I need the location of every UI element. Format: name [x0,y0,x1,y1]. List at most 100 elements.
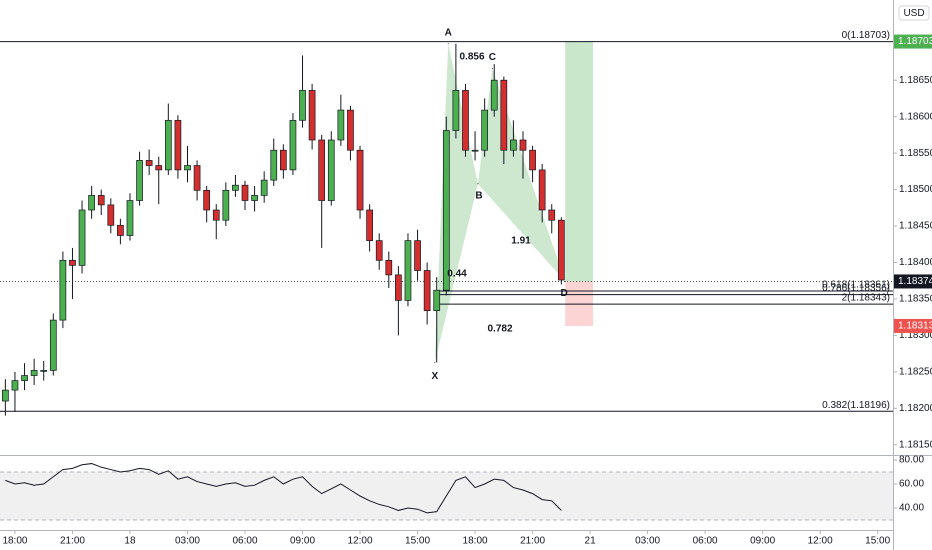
pattern-label: A [445,27,452,38]
rsi-tick-label: 40.00 [899,503,924,514]
candle-body [289,119,297,171]
candle-body [49,319,57,371]
candle-body [30,370,38,376]
target-zone [565,41,593,282]
price-badge-label: 1.18374 [898,276,932,287]
pattern-ratio: 0.44 [447,269,467,280]
pattern-label: C [489,52,496,63]
candle-body [471,149,479,152]
candle-body [529,149,536,171]
candle-body [452,90,460,131]
candle-body [126,200,134,236]
candle-body [2,389,9,402]
pattern-point [491,68,493,70]
candle-body [510,139,517,151]
harmonic-leg [477,68,566,282]
candle-body [404,240,412,301]
candle-body [251,195,258,201]
candle-body [299,90,306,121]
candle-body [69,259,76,266]
candle-body [481,109,489,151]
candle-body [423,270,431,311]
y-tick-label: 1.18250 [899,367,932,378]
y-tick-label: 1.18150 [899,439,932,450]
rsi-tick-label: 60.00 [899,479,924,490]
x-tick-label: 03:00 [175,536,200,547]
x-tick-label: 06:00 [232,536,257,547]
candle-body [40,370,48,372]
fib-label: 0.618(1.18361) [822,280,890,291]
candle-body [395,274,402,301]
candle-body [442,130,450,291]
candle-body [519,139,527,151]
candle-body [327,139,335,201]
candle-body [260,179,268,196]
x-tick-label: 18:00 [463,536,488,547]
y-tick-label: 1.18600 [899,111,932,122]
x-tick-label: 18:00 [2,536,27,547]
candle-body [11,380,19,391]
x-tick-label: 21 [585,536,597,547]
candle-body [490,79,498,111]
currency-badge[interactable] [898,5,930,21]
candle-body [347,109,354,151]
pattern-label: D [561,288,568,299]
candle-body [375,240,383,261]
x-tick-label: 15:00 [865,536,890,547]
candle-body [232,184,239,191]
y-tick-label: 1.18200 [899,403,932,414]
candle-body [222,189,230,221]
candle-body [117,224,124,236]
fib-label: 0(1.18703) [842,30,890,41]
candle-body [500,79,508,151]
candle-body [337,109,345,141]
pattern-point [434,361,436,363]
y-tick-label: 1.18350 [899,294,932,305]
x-tick-label: 21:00 [520,536,545,547]
candle-body [164,119,172,171]
x-tick-label: 09:00 [290,536,315,547]
fib-label: 0.382(1.18196) [822,400,890,411]
candle-body [385,259,393,276]
pattern-label: X [431,371,438,382]
x-tick-label: 12:00 [808,536,833,547]
candle-body [241,184,249,201]
pattern-ratio: 0.856 [459,52,484,63]
x-tick-label: 06:00 [693,536,718,547]
pattern-point [564,280,566,282]
candle-body [155,165,163,171]
candle-body [280,149,287,171]
candle-body [356,149,364,211]
candle-body [538,169,546,211]
x-tick-label: 18 [124,536,136,547]
price-badge [894,318,932,333]
candle-body [88,195,95,211]
pattern-point [447,43,449,45]
candle-body [59,259,67,321]
candle-body [203,189,211,211]
candle-body [433,289,441,311]
candle-body [145,160,153,166]
candle-body [184,165,191,171]
candle-body [414,240,421,271]
candle-body [308,90,316,141]
candle-body [78,209,86,266]
x-tick-label: 09:00 [750,536,775,547]
candle-body [462,90,469,151]
y-tick-label: 1.18300 [899,330,932,341]
rsi-line [5,463,562,514]
rsi-tick-label: 80.00 [899,455,924,466]
candle-body [21,375,28,381]
x-tick-label: 03:00 [635,536,660,547]
fib-label: 2(1.18343) [842,293,890,304]
currency: USD [903,8,924,19]
price-badge [894,34,932,49]
y-tick-label: 1.18500 [899,184,932,195]
pattern-point [477,183,479,185]
candle-body [107,204,115,226]
price-badge [894,274,932,289]
x-tick-label: 15:00 [405,536,430,547]
candle-body [212,209,220,221]
candle-body [136,160,143,201]
